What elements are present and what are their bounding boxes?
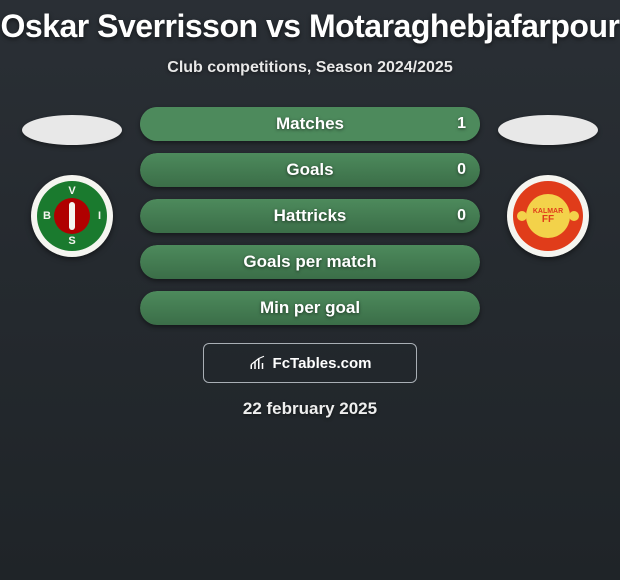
stat-value-right: 0 bbox=[457, 161, 466, 179]
stat-label: Goals bbox=[286, 160, 333, 180]
badge-right-shield: KALMAR FF bbox=[513, 181, 583, 251]
page-title: Oskar Sverrisson vs Motaraghebjafarpour bbox=[0, 8, 620, 45]
player-photo-placeholder-left bbox=[22, 115, 122, 145]
stat-label: Hattricks bbox=[274, 206, 347, 226]
stat-label: Matches bbox=[276, 114, 344, 134]
stat-bar: Hattricks 0 bbox=[140, 199, 480, 233]
badge-letter: B bbox=[43, 210, 51, 222]
source-brand: FcTables.com bbox=[273, 355, 372, 372]
stat-value-right: 0 bbox=[457, 207, 466, 225]
badge-letter: S bbox=[68, 235, 75, 247]
stat-bar: Min per goal bbox=[140, 291, 480, 325]
player-photo-placeholder-right bbox=[498, 115, 598, 145]
stat-label: Min per goal bbox=[260, 298, 360, 318]
stat-bar: Goals 0 bbox=[140, 153, 480, 187]
stat-bar: Matches 1 bbox=[140, 107, 480, 141]
stat-bar: Goals per match bbox=[140, 245, 480, 279]
comparison-card: Oskar Sverrisson vs Motaraghebjafarpour … bbox=[0, 0, 620, 419]
club-badge-left: V B I S bbox=[31, 175, 113, 257]
badge-left-inner bbox=[54, 198, 90, 234]
source-badge: FcTables.com bbox=[203, 343, 417, 383]
stat-label: Goals per match bbox=[243, 252, 376, 272]
badge-left-shield: V B I S bbox=[37, 181, 107, 251]
badge-letter: I bbox=[98, 210, 101, 222]
subtitle: Club competitions, Season 2024/2025 bbox=[0, 59, 620, 77]
date-line: 22 february 2025 bbox=[0, 399, 620, 419]
badge-text-bot: FF bbox=[542, 215, 554, 225]
stats-column: Matches 1 Goals 0 Hattricks 0 Goals per match M… bbox=[140, 107, 480, 325]
badge-letter: V bbox=[68, 185, 75, 197]
main-row: V B I S Matches 1 Goals 0 Hattricks 0 Goals pe… bbox=[0, 107, 620, 325]
club-badge-right: KALMAR FF bbox=[507, 175, 589, 257]
left-player-col: V B I S bbox=[22, 107, 122, 257]
badge-right-inner: KALMAR FF bbox=[526, 194, 570, 238]
right-player-col: KALMAR FF bbox=[498, 107, 598, 257]
stat-value-right: 1 bbox=[457, 115, 466, 133]
bar-chart-icon bbox=[249, 354, 267, 372]
